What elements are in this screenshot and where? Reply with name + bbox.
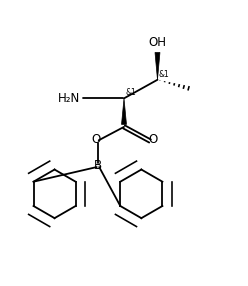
Text: &1: &1 xyxy=(159,70,169,79)
Text: B: B xyxy=(94,159,102,172)
Text: O: O xyxy=(91,133,101,146)
Text: OH: OH xyxy=(149,36,166,49)
Polygon shape xyxy=(122,98,126,124)
Text: O: O xyxy=(149,133,158,146)
Polygon shape xyxy=(155,52,160,80)
Text: &1: &1 xyxy=(125,88,136,97)
Text: H₂N: H₂N xyxy=(58,92,81,105)
